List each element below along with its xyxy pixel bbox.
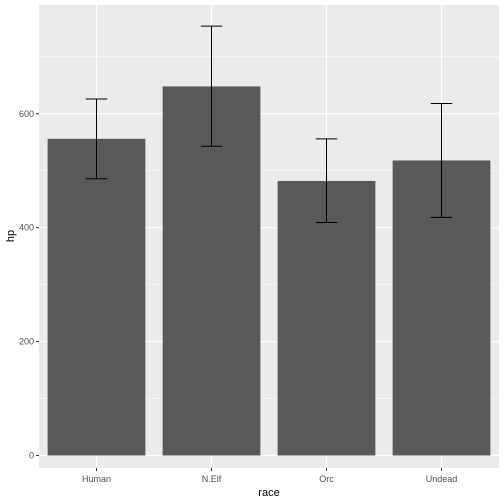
y-tick-label: 200 (19, 337, 34, 347)
error-bar (200, 25, 223, 147)
x-tick-label: Orc (319, 474, 334, 484)
error-bar (85, 98, 108, 180)
y-tick-label: 400 (19, 223, 34, 233)
x-axis-title: race (258, 487, 279, 499)
x-tick-label: Undead (426, 474, 458, 484)
bar-human (47, 138, 146, 456)
y-axis: 0 200 400 600 (19, 109, 39, 460)
x-axis: Human N.Elf Orc Undead (82, 468, 457, 484)
y-tick-label: 0 (29, 450, 34, 460)
error-bar (315, 138, 338, 224)
bars (47, 86, 491, 456)
x-tick-label: N.Elf (202, 474, 222, 484)
y-axis-title: hp (5, 230, 17, 242)
bar-n-elf (162, 86, 261, 456)
error-bar (430, 103, 453, 218)
x-tick-label: Human (82, 474, 111, 484)
bar-orc (277, 180, 376, 456)
error-bars (85, 25, 453, 224)
y-tick-label: 600 (19, 109, 34, 119)
